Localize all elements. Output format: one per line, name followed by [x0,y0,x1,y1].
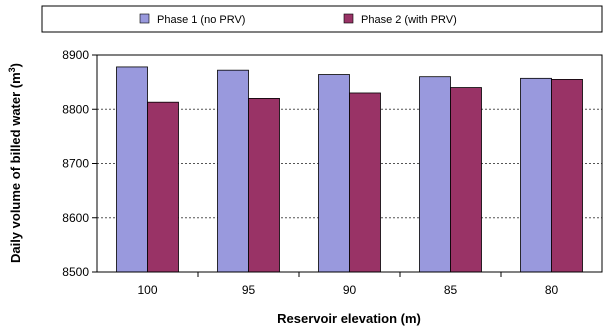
bar-series1-100 [116,66,148,273]
y-tick-label: 8800 [62,102,89,116]
legend-label-phase1: Phase 1 (no PRV) [157,14,245,26]
y-tick-label: 8500 [62,265,89,279]
y-axis-ticks: 8500 8600 8700 8800 8900 [62,48,97,279]
bar-series1-85 [419,76,451,273]
y-tick-label: 8900 [62,48,89,62]
bar-series2-95 [248,98,280,273]
y-tick-label: 8700 [62,157,89,171]
bar-series2-100 [147,101,179,273]
legend-box [41,5,603,33]
x-axis-ticks: 100 95 90 85 80 [137,272,558,297]
legend-swatch-phase1 [139,13,150,24]
bar-series1-95 [217,69,249,273]
bar-series2-85 [450,87,482,273]
x-tick-label: 85 [444,283,458,297]
bar-series2-80 [551,79,583,273]
y-tick-label: 8600 [62,211,89,225]
x-tick-label: 80 [545,283,559,297]
bar-series1-90 [318,74,350,273]
y-axis-title: Daily volume of billed water (m3) [7,63,23,263]
legend-swatch-phase2 [343,13,354,24]
bars [116,66,583,273]
bar-series2-90 [349,92,381,273]
x-tick-label: 95 [242,283,256,297]
x-tick-label: 90 [343,283,357,297]
bar-series1-80 [520,77,552,273]
x-axis-title: Reservoir elevation (m) [277,311,421,326]
x-tick-label: 100 [137,283,157,297]
legend-label-phase2: Phase 2 (with PRV) [361,14,457,26]
